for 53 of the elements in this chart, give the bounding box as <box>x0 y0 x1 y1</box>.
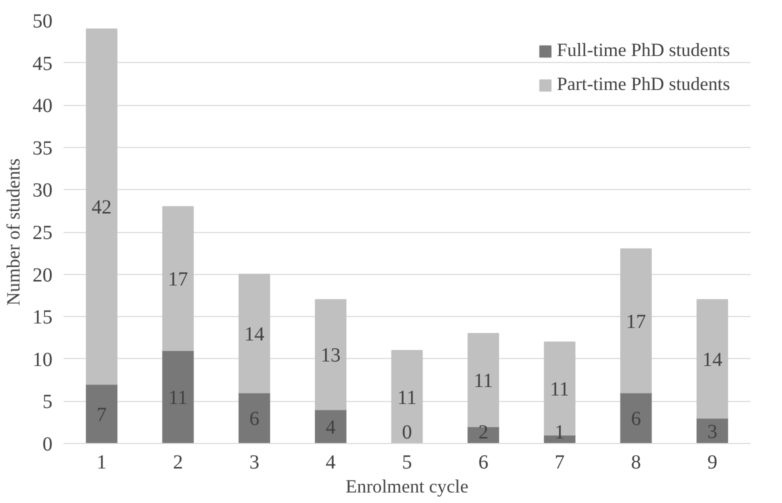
bar <box>620 248 652 394</box>
x-tick-label: 5 <box>402 452 412 474</box>
y-tick-label: 25 <box>32 222 52 244</box>
y-tick-label: 20 <box>32 264 52 286</box>
data-label: 14 <box>244 324 264 346</box>
y-tick-label: 35 <box>32 137 52 160</box>
y-tick-label: 5 <box>42 391 52 414</box>
data-label: 2 <box>478 422 488 444</box>
x-axis-title: Enrolment cycle <box>346 476 468 498</box>
bar <box>238 274 270 394</box>
y-tick-label: 0 <box>42 434 52 456</box>
bar <box>162 206 194 351</box>
y-tick-label: 30 <box>32 180 52 202</box>
x-tick-label: 9 <box>707 452 718 474</box>
bar <box>620 392 652 444</box>
bar <box>391 350 423 444</box>
bar <box>238 392 270 444</box>
x-tick-label: 2 <box>173 452 183 474</box>
bar <box>162 350 194 444</box>
data-label: 17 <box>168 268 188 291</box>
data-label: 11 <box>168 386 188 409</box>
data-label: 7 <box>96 404 107 426</box>
y-tick-label: 45 <box>32 52 52 75</box>
bar <box>314 299 346 410</box>
y-tick-label: 50 <box>32 10 52 32</box>
x-tick-label: 3 <box>249 452 260 474</box>
y-tick-label: 10 <box>32 348 52 371</box>
data-label: 3 <box>707 420 718 443</box>
legend-label: Full-time PhD students <box>556 40 730 62</box>
x-tick-label: 7 <box>554 452 565 474</box>
data-label: 0 <box>402 422 412 444</box>
y-tick-label: 40 <box>32 95 52 118</box>
data-label: 42 <box>92 196 112 219</box>
data-label: 11 <box>397 386 417 409</box>
data-label: 11 <box>550 378 570 401</box>
bar <box>696 299 728 419</box>
bar <box>314 409 346 444</box>
data-label: 4 <box>326 416 336 439</box>
x-tick-label: 4 <box>326 452 336 474</box>
data-label: 17 <box>626 310 646 333</box>
data-label: 13 <box>320 344 341 367</box>
legend-label: Part-time PhD students <box>556 74 730 96</box>
bar <box>86 384 118 444</box>
data-label: 6 <box>249 408 260 430</box>
data-label: 14 <box>702 348 722 371</box>
y-tick-label: 15 <box>32 306 52 329</box>
x-tick-label: 6 <box>478 452 488 474</box>
x-tick-label: 1 <box>96 452 107 474</box>
data-label: 11 <box>474 370 493 392</box>
data-label: 6 <box>631 408 641 430</box>
y-axis-title: Number of students <box>4 158 24 306</box>
bar <box>86 28 118 385</box>
x-tick-label: 8 <box>631 452 641 474</box>
